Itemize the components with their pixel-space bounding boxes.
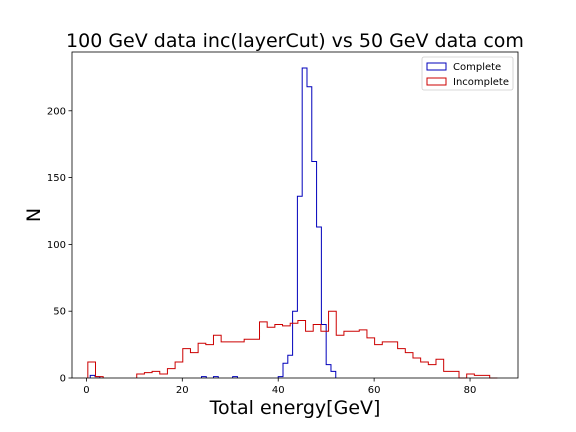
incomplete-bin [229,342,237,378]
legend-box [421,56,514,91]
axes: 0 20 40 60 80 0 50 100 150 200 [47,51,519,396]
incomplete-bin [290,323,298,378]
x-tick-label: 0 [83,385,89,396]
incomplete-bin [213,335,221,378]
incomplete-bin [275,325,283,378]
complete-histogram-series [89,67,337,378]
incomplete-bin [390,342,398,378]
incomplete-bin [382,342,390,378]
y-tick-label: 200 [47,106,66,117]
incomplete-bin [175,362,183,378]
x-tick-label: 20 [176,385,189,396]
complete-bin [326,365,331,378]
incomplete-bin [321,331,329,378]
incomplete-bin [260,322,268,378]
incomplete-bin [359,330,367,378]
complete-bin [307,87,312,378]
complete-bin [297,196,302,378]
legend-swatch-complete [426,62,447,71]
incomplete-bin [283,326,291,378]
complete-bin [283,363,288,378]
incomplete-bin [252,339,260,378]
complete-bin [293,311,298,378]
incomplete-histogram-series [87,310,498,379]
incomplete-bin [336,335,344,378]
incomplete-bin [375,345,383,378]
y-tick-label: 0 [60,374,66,385]
y-tick-label: 50 [53,307,66,318]
incomplete-bin [413,358,421,378]
x-tick-label: 80 [464,385,477,396]
y-axis-label: N [23,208,45,222]
incomplete-bin [428,365,436,378]
incomplete-bin [244,339,252,378]
complete-bin [317,227,322,378]
incomplete-bin [137,374,145,378]
incomplete-bin [190,353,198,378]
incomplete-bin [367,338,375,378]
incomplete-bin [167,369,175,378]
legend-label-incomplete: Incomplete [453,77,509,88]
chart-title: 100 GeV data inc(layerCut) vs 50 GeV dat… [66,30,524,52]
incomplete-bin [206,345,214,378]
incomplete-bin [160,374,168,378]
incomplete-bin [344,331,352,378]
x-tick-label: 60 [368,385,381,396]
axes-frame [71,51,519,379]
x-tick-label: 40 [272,385,285,396]
incomplete-bin [298,321,306,378]
complete-bin [321,325,326,378]
legend-label-complete: Complete [453,62,501,73]
incomplete-bin [352,331,360,378]
legend: Complete Incomplete [421,56,514,91]
incomplete-bin [329,311,337,378]
incomplete-bin [467,374,475,378]
incomplete-bin [183,349,191,378]
incomplete-bin [405,353,413,378]
incomplete-bin [436,359,444,378]
incomplete-bin [267,327,275,378]
incomplete-bin [144,373,152,378]
x-axis-label: Total energy[GeV] [209,397,381,419]
complete-bin [288,355,293,378]
legend-swatch-incomplete [426,77,447,86]
incomplete-bin [198,343,206,378]
incomplete-bin [221,342,229,378]
incomplete-bin [306,331,314,378]
plot-area [87,67,498,379]
complete-bin [312,162,317,378]
y-tick-label: 100 [47,240,66,251]
incomplete-bin [451,371,459,378]
incomplete-bin [421,362,429,378]
incomplete-bin [152,371,160,378]
incomplete-bin [444,371,452,378]
complete-bin [331,371,336,378]
incomplete-bin [398,349,406,378]
incomplete-bin [236,342,244,378]
incomplete-bin [313,325,321,378]
y-tick-label: 150 [47,173,66,184]
